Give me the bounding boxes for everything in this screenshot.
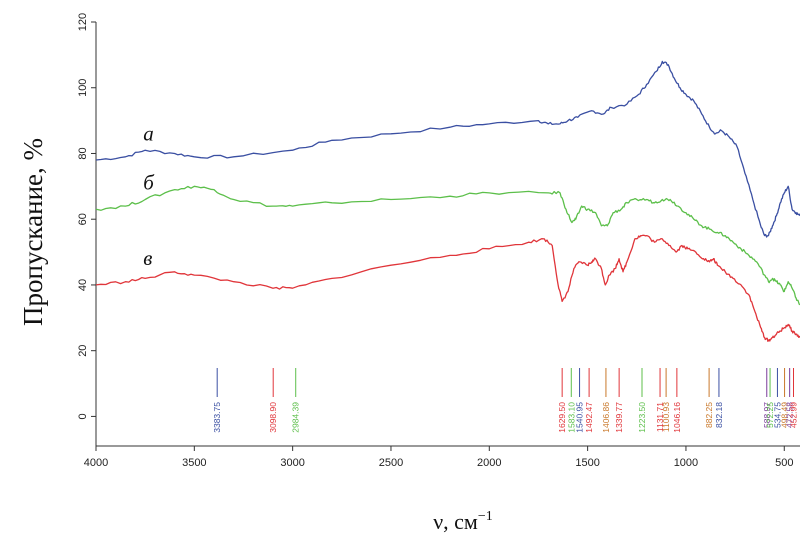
peak-label: 1046.16 (672, 402, 682, 433)
curve-label-3: в (143, 246, 152, 270)
x-tick-label: 4000 (84, 457, 108, 469)
x-tick-label: 3000 (280, 457, 304, 469)
peak-label: 1492.47 (584, 402, 594, 433)
peak-label: 1339.77 (614, 402, 624, 433)
series-line-1 (95, 60, 800, 238)
y-tick-label: 40 (77, 279, 89, 291)
series-line-3 (95, 234, 800, 342)
peak-label: 1540.95 (575, 402, 585, 433)
curve-label-group: а б в (143, 121, 155, 270)
x-tick-label: 2000 (477, 457, 501, 469)
x-tick-label: 2500 (379, 457, 403, 469)
x-tick-label: 500 (775, 457, 793, 469)
curve-label-2: б (143, 171, 155, 195)
peak-label: 1583.10 (566, 402, 576, 433)
series-line-2 (95, 185, 800, 306)
peak-label: 534.75 (772, 402, 782, 428)
peak-label: 3098.90 (268, 402, 278, 433)
peak-label: 882.25 (704, 402, 714, 428)
peak-label: 1629.50 (557, 402, 567, 433)
peak-label: 1131.71 (655, 402, 665, 432)
peak-label: 498.49 (780, 402, 790, 428)
peak-label: 1406.86 (601, 402, 611, 433)
peak-marker-group: 3383.75 3098.90 2984.39 1629.50 1583.101540.… (212, 368, 799, 433)
peak-label: 2984.39 (291, 402, 301, 433)
plot-frame (95, 22, 800, 447)
x-tick-label: 1500 (575, 457, 599, 469)
y-tick-group: 0 20 40 60 80 100 120 (77, 13, 96, 419)
y-tick-label: 120 (77, 13, 89, 31)
peak-label: 572.25 (765, 402, 775, 428)
x-axis-label: ν, см−1 (433, 509, 493, 534)
x-axis-label-superscript: −1 (478, 509, 493, 524)
y-tick-label: 0 (77, 413, 89, 419)
y-tick-label: 60 (77, 213, 89, 225)
x-tick-label: 3500 (182, 457, 206, 469)
series-group (95, 60, 800, 342)
peak-label: 832.18 (714, 402, 724, 428)
curve-label-1: а (143, 121, 154, 145)
y-axis-label: Пропускание, % (18, 138, 48, 326)
peak-label: 1100.93 (661, 402, 671, 432)
x-axis-label-main: ν, см (433, 509, 478, 534)
x-tick-label: 1000 (674, 457, 698, 469)
peak-label: 452.99 (789, 402, 799, 428)
peak-label: 3383.75 (212, 402, 222, 433)
y-tick-label: 100 (77, 79, 89, 97)
y-tick-label: 20 (77, 345, 89, 357)
y-tick-label: 80 (77, 147, 89, 159)
peak-label: 588.97 (762, 402, 772, 428)
x-tick-group: 4000 3500 3000 2500 2000 1500 1000 500 (84, 446, 793, 469)
peak-label: 1223.50 (637, 402, 647, 433)
peak-label: 472.58 (785, 402, 795, 428)
